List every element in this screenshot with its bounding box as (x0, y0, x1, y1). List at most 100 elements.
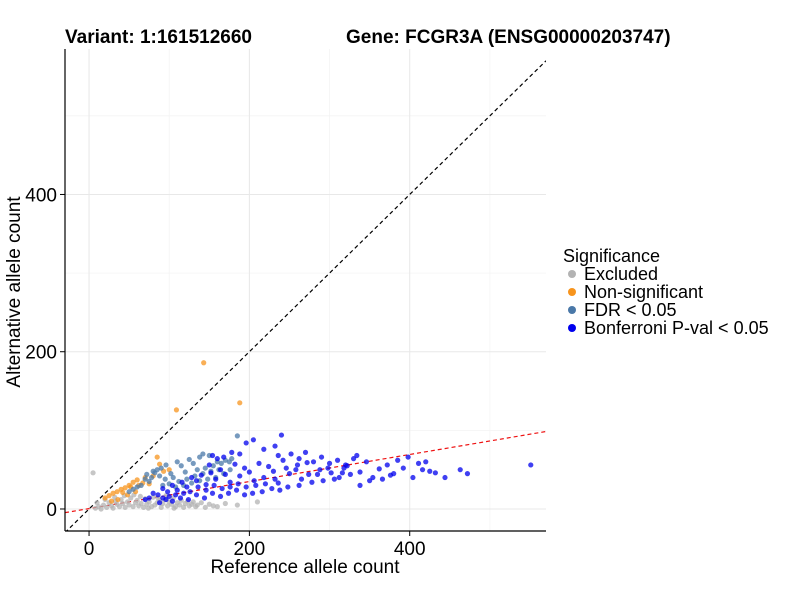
data-point (259, 489, 265, 495)
data-point (184, 476, 190, 482)
data-point (203, 487, 209, 493)
chart-title-variant: Variant: 1:161512660 (65, 27, 252, 48)
data-point (94, 500, 100, 506)
data-point (217, 467, 224, 473)
data-point (202, 504, 208, 511)
data-point (347, 471, 353, 477)
data-point (354, 452, 360, 459)
data-point (225, 490, 232, 496)
data-point (253, 482, 259, 488)
data-point (262, 481, 269, 487)
data-point (256, 460, 262, 466)
data-point (325, 465, 331, 471)
data-point (130, 504, 136, 510)
data-point (110, 490, 116, 496)
data-point (222, 471, 228, 477)
data-point (160, 495, 166, 501)
data-point (293, 467, 299, 473)
series-non-significant (102, 360, 243, 504)
y-axis-label: Alternative allele count (4, 196, 25, 388)
data-point (331, 476, 337, 482)
data-point (169, 482, 176, 488)
data-point (302, 449, 309, 455)
data-point (154, 454, 160, 460)
data-point (214, 456, 220, 462)
data-point (254, 499, 260, 505)
chart-title-gene: Gene: FCGR3A (ENSG00000203747) (346, 27, 671, 48)
data-point (197, 454, 203, 460)
axes: 0 200 400 0 200 400 (25, 49, 546, 560)
data-point (120, 489, 126, 496)
data-point (104, 504, 110, 511)
data-point (351, 456, 357, 462)
x-tick-label: 200 (234, 539, 266, 560)
data-point (222, 500, 228, 507)
data-point (395, 457, 401, 463)
data-point (341, 465, 347, 471)
data-point (229, 449, 235, 455)
legend-key-bonf (568, 324, 576, 332)
data-point (134, 484, 140, 490)
series-fdr-0-05 (126, 433, 240, 495)
data-point (370, 474, 376, 481)
legend-label-excluded: Excluded (584, 264, 658, 284)
data-point (198, 500, 204, 506)
data-point (184, 484, 190, 490)
data-point (210, 503, 216, 509)
data-point (158, 465, 164, 471)
data-point (288, 451, 294, 457)
data-point (218, 460, 224, 466)
data-point (134, 477, 140, 483)
y-tick-label: 200 (25, 343, 57, 364)
data-point (90, 470, 96, 476)
data-point (235, 481, 241, 487)
data-point (251, 478, 257, 484)
data-point (187, 489, 193, 495)
data-point (214, 504, 220, 510)
data-point (181, 490, 187, 496)
reference-lines (65, 60, 546, 531)
data-point (200, 451, 206, 457)
reference-line-identity (65, 60, 546, 531)
data-point (234, 502, 240, 508)
data-point (198, 472, 204, 478)
data-point (138, 482, 144, 488)
data-point (232, 461, 238, 467)
data-point (243, 484, 249, 490)
data-point (423, 459, 429, 465)
data-point (221, 454, 227, 460)
data-point (277, 487, 283, 493)
data-point (148, 474, 155, 481)
data-point (272, 476, 278, 482)
grid (65, 49, 546, 531)
data-point (174, 459, 180, 465)
data-point (179, 479, 185, 485)
data-point (166, 493, 172, 500)
data-point (213, 476, 219, 482)
data-point (166, 467, 172, 473)
legend-key-nonsig (568, 288, 576, 296)
legend-label-nonsig: Non-significant (584, 282, 703, 302)
data-point (170, 474, 176, 481)
data-point (146, 478, 152, 485)
data-point (243, 440, 249, 446)
data-point (339, 470, 345, 476)
data-point (233, 487, 240, 493)
data-point (146, 499, 152, 505)
data-point (237, 451, 243, 457)
data-point (367, 478, 373, 484)
data-point (108, 498, 115, 504)
data-point (318, 454, 325, 460)
data-point (162, 476, 168, 482)
data-point (241, 465, 248, 471)
legend-key-excluded (568, 270, 576, 278)
data-point (177, 495, 184, 501)
data-point (128, 495, 134, 501)
data-point (250, 437, 256, 443)
data-point (283, 465, 289, 471)
x-tick-label: 0 (84, 539, 95, 560)
data-point (146, 495, 152, 501)
data-point (217, 493, 224, 500)
data-point (171, 505, 177, 511)
data-point (306, 471, 312, 477)
